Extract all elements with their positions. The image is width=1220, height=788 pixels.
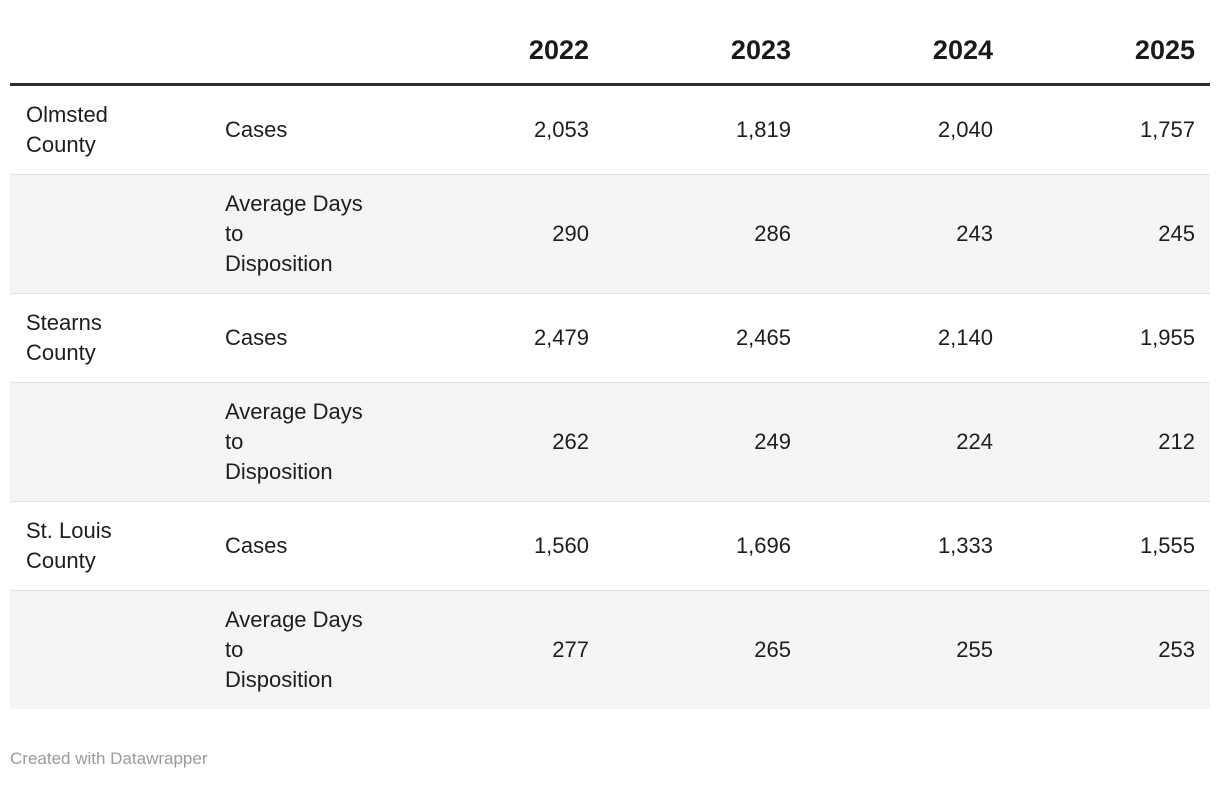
value-cell: 286 xyxy=(754,221,791,246)
value-cell: 1,555 xyxy=(1139,533,1195,558)
header-row: 2022 2023 2024 2025 xyxy=(10,0,1210,85)
table-row: St. Louis County Cases 1,560 1,696 1,333 1,55… xyxy=(10,501,1210,591)
value-cell: 2,053 xyxy=(533,117,589,142)
table-row: Average Days to Disposition 262 249 224 212 xyxy=(10,382,1210,502)
value-cell: 1,333 xyxy=(937,533,993,558)
value-cell: 2,465 xyxy=(735,325,791,350)
county-cell: Stearns County xyxy=(26,310,102,365)
metric-cell: Average Days to Disposition xyxy=(225,399,363,484)
metric-cell: Average Days to Disposition xyxy=(225,607,363,692)
value-cell: 277 xyxy=(552,637,589,662)
value-cell: 2,479 xyxy=(533,325,589,350)
value-cell: 255 xyxy=(956,637,993,662)
column-header-county xyxy=(10,0,210,85)
table-body: Olmsted County Cases 2,053 1,819 2,040 1,757 A… xyxy=(10,85,1210,710)
table-container: 2022 2023 2024 2025 Olmsted County Cases 2,05… xyxy=(10,0,1210,768)
value-cell: 1,560 xyxy=(533,533,589,558)
value-cell: 1,955 xyxy=(1139,325,1195,350)
table-row: Olmsted County Cases 2,053 1,819 2,040 1,757 xyxy=(10,85,1210,175)
value-cell: 253 xyxy=(1158,637,1195,662)
value-cell: 245 xyxy=(1158,221,1195,246)
column-header-year: 2024 xyxy=(932,35,993,65)
column-header-year: 2022 xyxy=(528,35,589,65)
value-cell: 212 xyxy=(1158,429,1195,454)
metric-cell: Cases xyxy=(225,533,288,558)
value-cell: 262 xyxy=(552,429,589,454)
metric-cell: Cases xyxy=(225,325,288,350)
datawrapper-attribution[interactable]: Created with Datawrapper xyxy=(10,749,208,768)
value-cell: 224 xyxy=(956,429,993,454)
column-header-year: 2023 xyxy=(730,35,791,65)
value-cell: 243 xyxy=(956,221,993,246)
county-cell xyxy=(10,383,210,502)
value-cell: 265 xyxy=(754,637,791,662)
county-cell: Olmsted County xyxy=(26,102,108,157)
value-cell: 1,819 xyxy=(735,117,791,142)
metric-cell: Cases xyxy=(225,117,288,142)
value-cell: 1,757 xyxy=(1139,117,1195,142)
county-cell xyxy=(10,175,210,294)
column-header-metric xyxy=(210,0,402,85)
metric-cell: Average Days to Disposition xyxy=(225,191,363,276)
data-table: 2022 2023 2024 2025 Olmsted County Cases 2,05… xyxy=(10,0,1210,709)
value-cell: 2,140 xyxy=(937,325,993,350)
value-cell: 2,040 xyxy=(937,117,993,142)
value-cell: 1,696 xyxy=(735,533,791,558)
value-cell: 249 xyxy=(754,429,791,454)
column-header-year: 2025 xyxy=(1134,35,1195,65)
table-header: 2022 2023 2024 2025 xyxy=(10,0,1210,85)
table-row: Stearns County Cases 2,479 2,465 2,140 1,955 xyxy=(10,293,1210,383)
table-row: Average Days to Disposition 277 265 255 253 xyxy=(10,590,1210,710)
value-cell: 290 xyxy=(552,221,589,246)
county-cell xyxy=(10,591,210,710)
table-row: Average Days to Disposition 290 286 243 245 xyxy=(10,174,1210,294)
county-cell: St. Louis County xyxy=(26,518,112,573)
